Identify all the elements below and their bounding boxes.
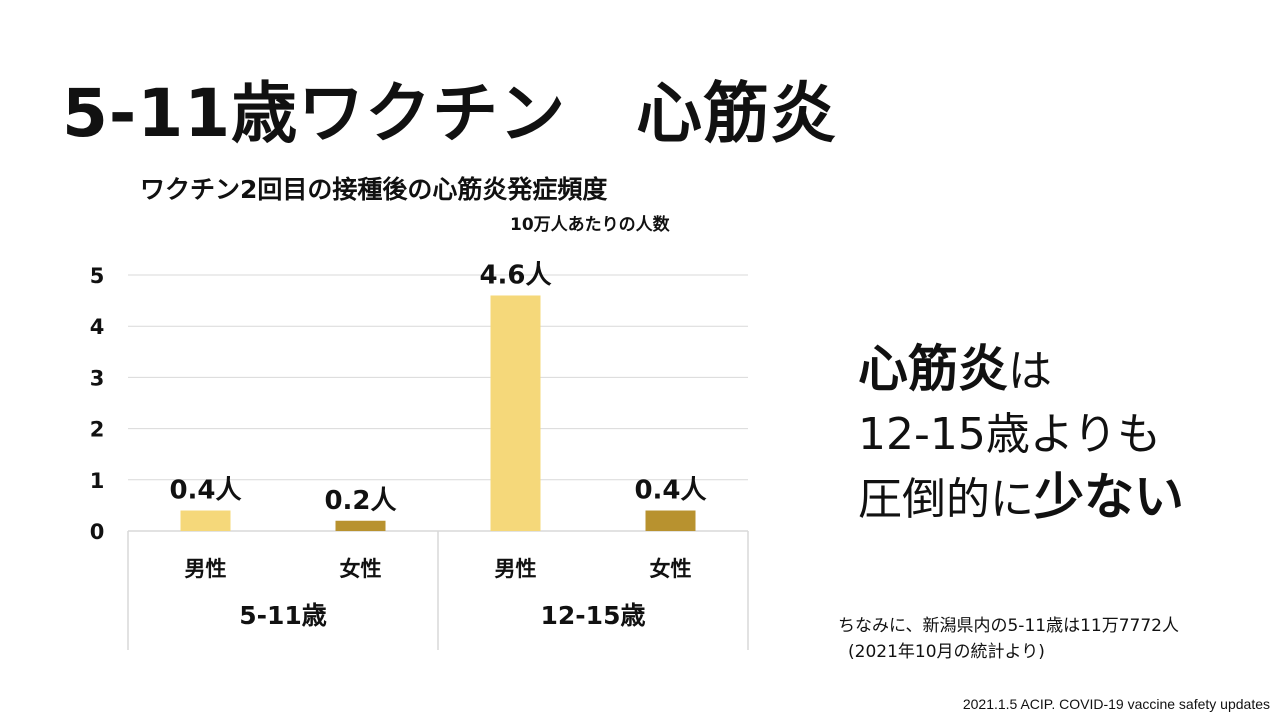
title-topic: 心筋炎: [636, 75, 838, 152]
group-label: 12-15歳: [541, 601, 646, 630]
bar: [335, 520, 386, 531]
category-label: 男性: [185, 557, 227, 581]
source-citation: 2021.1.5 ACIP. COVID-19 vaccine safety u…: [962, 696, 1270, 712]
bar: [645, 510, 696, 531]
note-line-1: ちなみに、新潟県内の5-11歳は11万7772人: [838, 616, 1179, 636]
category-label: 男性: [495, 557, 537, 581]
category-label: 女性: [650, 557, 692, 581]
side-line-1: 心筋炎は: [858, 338, 1184, 403]
data-label: 4.6人: [479, 260, 551, 290]
chart-title: ワクチン2回目の接種後の心筋炎発症頻度: [140, 175, 608, 204]
population-note: ちなみに、新潟県内の5-11歳は11万7772人 (2021年10月の統計より): [838, 613, 1179, 665]
data-label: 0.4人: [634, 476, 706, 506]
side-normal: 圧倒的に: [858, 474, 1034, 525]
y-tick-label: 1: [90, 469, 105, 493]
side-particle: は: [1008, 346, 1052, 397]
side-keyword: 心筋炎: [858, 340, 1008, 398]
group-label: 5-11歳: [239, 601, 327, 630]
y-tick-label: 0: [90, 520, 105, 544]
note-line-2: (2021年10月の統計より): [848, 642, 1045, 662]
category-label: 女性: [340, 557, 382, 581]
page-title: 5-11歳ワクチン 心筋炎: [62, 60, 837, 156]
side-line-3: 圧倒的に少ない: [858, 466, 1184, 531]
bar: [490, 295, 541, 531]
y-tick-label: 4: [90, 315, 105, 339]
y-tick-label: 3: [90, 366, 105, 390]
y-tick-label: 5: [90, 264, 105, 288]
data-label: 0.4人: [169, 476, 241, 506]
bar: [180, 510, 231, 531]
side-line-2: 12-15歳よりも: [858, 409, 1161, 460]
y-tick-label: 2: [90, 418, 105, 442]
title-main: 5-11歳ワクチン: [62, 75, 567, 152]
side-emphasis: 少ない: [1034, 468, 1184, 526]
chart-subtitle: 10万人あたりの人数: [510, 215, 670, 235]
data-label: 0.2人: [324, 486, 396, 516]
side-message: 心筋炎は 12-15歳よりも 圧倒的に少ない: [858, 338, 1184, 531]
